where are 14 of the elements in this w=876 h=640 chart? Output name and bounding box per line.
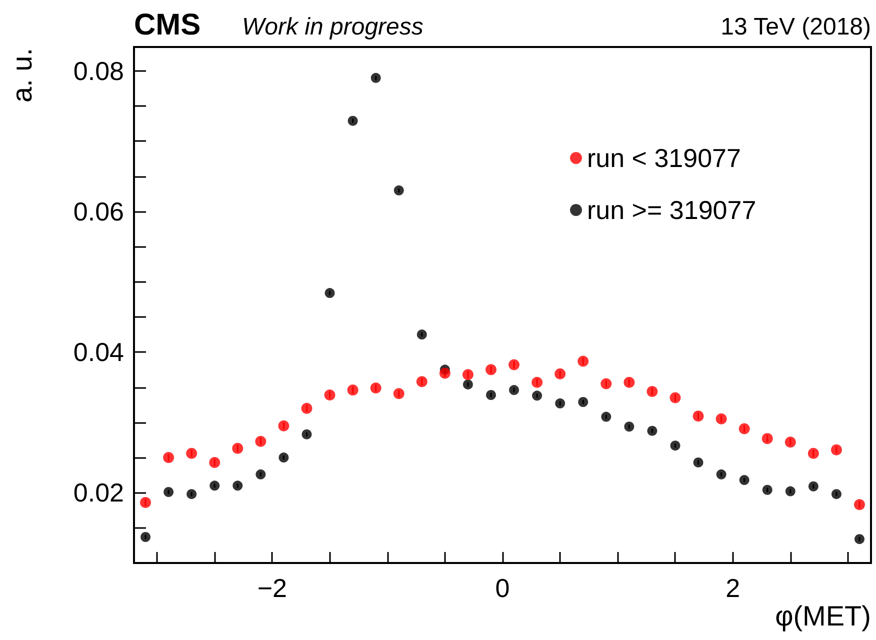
legend-label: run < 319077 <box>587 143 741 173</box>
x-tick-label: 0 <box>495 573 510 603</box>
y-tick-label: 0.02 <box>73 478 124 508</box>
x-tick-label: −2 <box>257 573 288 603</box>
x-axis-title: φ(MET) <box>775 600 871 632</box>
chart-subtitle: Work in progress <box>242 14 424 40</box>
y-tick-label: 0.08 <box>73 56 124 86</box>
y-tick-label: 0.06 <box>73 196 124 226</box>
text: 13 TeV (2018) <box>720 14 871 40</box>
x-tick-label: 2 <box>726 573 740 603</box>
y-axis-title: a. u. <box>6 48 38 102</box>
legend-label: run >= 319077 <box>587 195 756 225</box>
y-tick-label: 0.04 <box>73 337 124 368</box>
chart-title: CMS <box>134 8 201 42</box>
